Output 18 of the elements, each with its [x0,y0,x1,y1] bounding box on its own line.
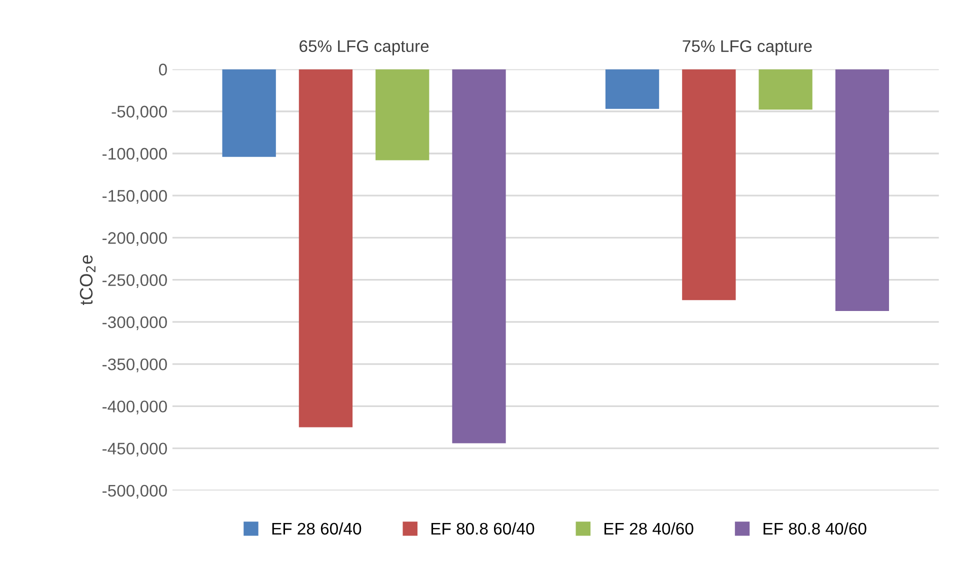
legend-label: EF 28 60/40 [272,522,362,535]
legend-label: EF 28 40/60 [604,522,694,535]
y-tick-label: 0 [158,64,167,76]
y-tick-label: -150,000 [102,190,167,204]
y-tick-label: -50,000 [112,106,167,120]
y-tick-label: -200,000 [102,232,167,246]
y-tick-label: -300,000 [102,316,167,330]
y-tick-label: -450,000 [102,442,167,456]
y-tick-label: -400,000 [102,400,167,414]
legend-label: EF 80.8 60/40 [431,522,534,535]
x-tick-label: 75% LFG capture [682,40,812,56]
y-axis-title: tCO$_{2}$e [80,255,96,306]
y-tick-label: -500,000 [102,484,167,499]
y-tick-label: -350,000 [102,358,167,372]
legend-label: EF 80.8 40/60 [764,522,866,535]
y-tick-label: -100,000 [102,148,167,162]
x-tick-label: 65% LFG capture [300,40,429,56]
y-tick-label: -250,000 [102,274,167,288]
